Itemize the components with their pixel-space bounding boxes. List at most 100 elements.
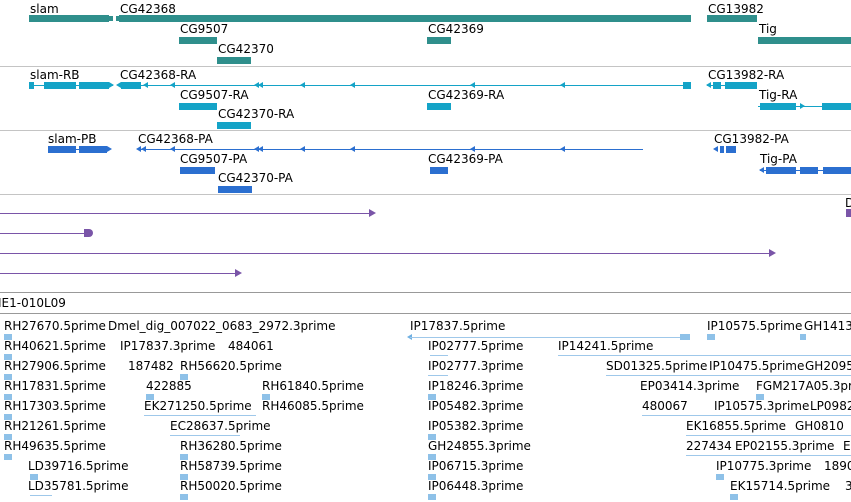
gene-label-cg42369[interactable]: CG42369	[428, 22, 484, 36]
est-label[interactable]: RH27670.5prime	[4, 319, 106, 333]
protein-label-cg9507-pa[interactable]: CG9507-PA	[180, 152, 248, 166]
est-label[interactable]: RH36280.5prime	[180, 439, 282, 453]
transcript-label-cg9507-ra[interactable]: CG9507-RA	[180, 88, 249, 102]
est-bar[interactable]	[4, 454, 12, 460]
est-label[interactable]: EK16855.5prime	[686, 419, 787, 433]
est-label[interactable]: EP02155.3prime	[735, 439, 835, 453]
transcript-label-slam-rb[interactable]: slam-RB	[30, 68, 80, 82]
est-bar[interactable]	[428, 474, 436, 480]
est-label[interactable]: RH27906.5prime	[4, 359, 106, 373]
est-label[interactable]: IP05382.3prime	[428, 419, 524, 433]
est-label[interactable]: EK271250.5prime	[144, 399, 252, 413]
est-label[interactable]: IP18246.3prime	[428, 379, 524, 393]
feature-block[interactable]	[846, 209, 851, 217]
protein-label-cg42368-pa[interactable]: CG42368-PA	[138, 132, 213, 146]
est-bar[interactable]	[428, 394, 436, 400]
transcript-exon[interactable]	[427, 103, 451, 110]
est-label[interactable]: IP10575.5prime	[707, 319, 803, 333]
est-bar[interactable]	[4, 434, 12, 440]
est-label[interactable]: FGM217A05.3pr	[756, 379, 851, 393]
transcript-label-cg42369-ra[interactable]: CG42369-RA	[428, 88, 505, 102]
est-bar[interactable]	[146, 394, 154, 400]
est-label[interactable]: RH50020.5prime	[180, 479, 282, 493]
gene-bar-cg42369[interactable]	[427, 37, 451, 44]
est-label[interactable]: IP10575.3prime	[714, 399, 810, 413]
protein-exon[interactable]	[800, 167, 818, 174]
est-bar[interactable]	[707, 334, 715, 340]
est-bar[interactable]	[800, 334, 806, 340]
est-label[interactable]: GH1413	[804, 319, 851, 333]
est-label[interactable]: RH56620.5prime	[180, 359, 282, 373]
feature-line[interactable]	[0, 273, 236, 274]
protein-label-cg42369-pa[interactable]: CG42369-PA	[428, 152, 503, 166]
est-label[interactable]: 3	[845, 479, 851, 493]
est-bar[interactable]	[180, 454, 188, 460]
protein-exon[interactable]	[823, 167, 851, 174]
gene-label-tig[interactable]: Tig	[759, 22, 777, 36]
est-bar[interactable]	[180, 494, 188, 500]
gene-bar-cg9507[interactable]	[179, 37, 217, 44]
transcript-exon[interactable]	[121, 82, 141, 89]
est-label[interactable]: IP10775.3prime	[716, 459, 812, 473]
est-label[interactable]: GH2095	[805, 359, 851, 373]
est-label[interactable]: RH21261.5prime	[4, 419, 106, 433]
feature-line[interactable]	[0, 213, 370, 214]
est-label[interactable]: 484061	[228, 339, 274, 353]
protein-exon[interactable]	[726, 146, 736, 153]
est-bar[interactable]	[716, 474, 724, 480]
est-label[interactable]: IP05482.3prime	[428, 399, 524, 413]
protein-exon[interactable]	[180, 167, 215, 174]
est-bar[interactable]	[756, 394, 764, 400]
feature-line[interactable]	[0, 253, 770, 254]
protein-exon[interactable]	[720, 146, 724, 153]
gene-bar-cg42370[interactable]	[217, 57, 251, 64]
est-label[interactable]: RH61840.5prime	[262, 379, 364, 393]
est-label[interactable]: SD01325.5prime	[606, 359, 708, 373]
transcript-exon[interactable]	[822, 103, 851, 110]
est-label[interactable]: RH49635.5prime	[4, 439, 106, 453]
protein-exon[interactable]	[430, 167, 448, 174]
transcript-exon[interactable]	[725, 82, 757, 89]
est-bar[interactable]	[428, 494, 436, 500]
protein-exon[interactable]	[48, 146, 76, 153]
est-label[interactable]: RH58739.5prime	[180, 459, 282, 473]
gene-label-cg9507[interactable]: CG9507	[180, 22, 229, 36]
est-bar[interactable]	[4, 354, 12, 360]
gene-label-cg13982[interactable]: CG13982	[708, 2, 764, 16]
est-label[interactable]: IP17837.3prime	[120, 339, 216, 353]
protein-exon[interactable]	[766, 167, 796, 174]
est-label[interactable]: IP10475.5prime	[709, 359, 805, 373]
est-label[interactable]: IP06715.3prime	[428, 459, 524, 473]
clone-label-bar[interactable]: IE1-010L09	[0, 292, 851, 314]
est-label[interactable]: LP0982	[810, 399, 851, 413]
transcript-exon[interactable]	[179, 103, 217, 110]
est-bar[interactable]	[4, 394, 12, 400]
protein-label-slam-pb[interactable]: slam-PB	[48, 132, 97, 146]
gene-label-cg42370[interactable]: CG42370	[218, 42, 274, 56]
transcript-exon[interactable]	[79, 82, 109, 89]
est-label[interactable]: IP02777.5prime	[428, 339, 524, 353]
est-label[interactable]: 227434	[686, 439, 732, 453]
est-label[interactable]: LD39716.5prime	[28, 459, 129, 473]
gene-bar-cg42368[interactable]	[119, 15, 691, 22]
est-bar[interactable]	[4, 374, 12, 380]
protein-exon[interactable]	[79, 146, 107, 153]
est-label[interactable]: 1890	[824, 459, 851, 473]
est-label[interactable]: IP14241.5prime	[558, 339, 654, 353]
est-label[interactable]: RH17831.5prime	[4, 379, 106, 393]
gene-label-cg42368[interactable]: CG42368	[120, 2, 176, 16]
protein-label-cg13982-pa[interactable]: CG13982-PA	[714, 132, 789, 146]
est-label[interactable]: 422885	[146, 379, 192, 393]
est-bar[interactable]	[30, 474, 38, 480]
est-label[interactable]: RH46085.5prime	[262, 399, 364, 413]
est-bar[interactable]	[428, 454, 436, 460]
transcript-exon[interactable]	[217, 122, 251, 129]
est-bar[interactable]	[180, 474, 188, 480]
est-bar[interactable]	[4, 334, 12, 340]
est-label[interactable]: IP06448.3prime	[428, 479, 524, 493]
est-label[interactable]: IP17837.5prime	[410, 319, 506, 333]
est-label[interactable]: Dmel_dig_007022_0683_2972.3prime	[108, 319, 336, 333]
protein-exon[interactable]	[218, 186, 252, 193]
est-label[interactable]: IP02777.3prime	[428, 359, 524, 373]
est-label[interactable]: 480067	[642, 399, 688, 413]
